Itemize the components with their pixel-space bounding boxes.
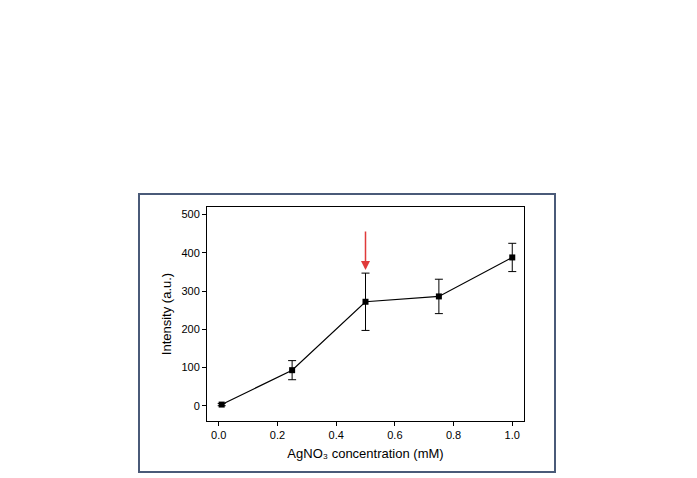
svg-text:300: 300 [181, 285, 199, 297]
svg-text:0.2: 0.2 [270, 429, 285, 441]
svg-text:200: 200 [181, 323, 199, 335]
svg-text:0: 0 [194, 400, 200, 412]
svg-text:100: 100 [181, 361, 199, 373]
svg-text:1.0: 1.0 [505, 429, 520, 441]
svg-text:0.0: 0.0 [211, 429, 226, 441]
svg-text:Intensity (a.u.): Intensity (a.u.) [159, 273, 174, 355]
svg-text:0.4: 0.4 [329, 429, 344, 441]
svg-text:500: 500 [181, 208, 199, 220]
svg-text:0.6: 0.6 [387, 429, 402, 441]
svg-text:0.8: 0.8 [446, 429, 461, 441]
svg-text:400: 400 [181, 247, 199, 259]
svg-text:AgNO₃ concentration (mM): AgNO₃ concentration (mM) [287, 446, 443, 461]
